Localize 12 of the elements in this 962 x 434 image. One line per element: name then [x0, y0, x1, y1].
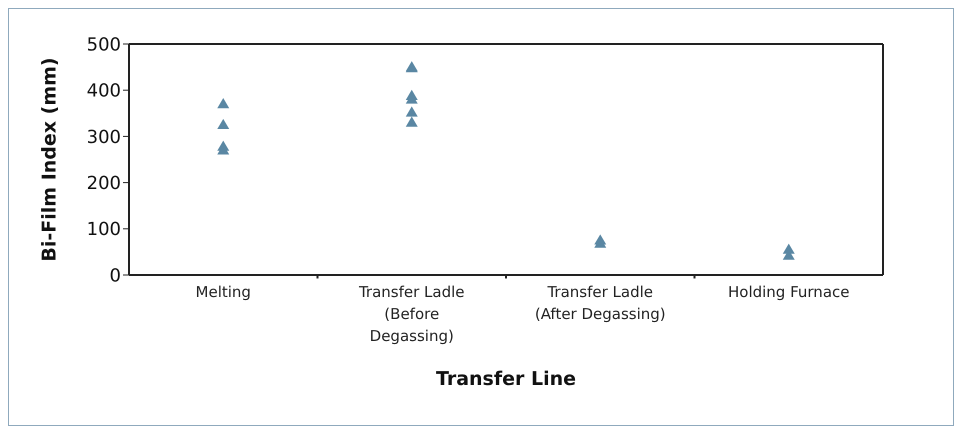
- y-tick-label: 0: [110, 265, 121, 286]
- y-tick-label: 100: [86, 219, 121, 240]
- x-tick-label: Transfer Ladle (Before Degassing): [358, 283, 465, 345]
- y-axis-title: Bi-Film Index (mm): [38, 57, 61, 262]
- y-tick-label: 300: [86, 126, 121, 148]
- x-tick-label: Transfer Ladle (After Degassing): [534, 283, 666, 323]
- y-tick-label: 500: [86, 34, 121, 56]
- y-tick-label: 400: [86, 80, 121, 102]
- x-tick-label: Holding Furnace: [728, 283, 850, 301]
- y-tick-label: 200: [86, 172, 121, 194]
- x-tick-label: Melting: [196, 283, 251, 301]
- x-axis-title: Transfer Line: [436, 368, 576, 390]
